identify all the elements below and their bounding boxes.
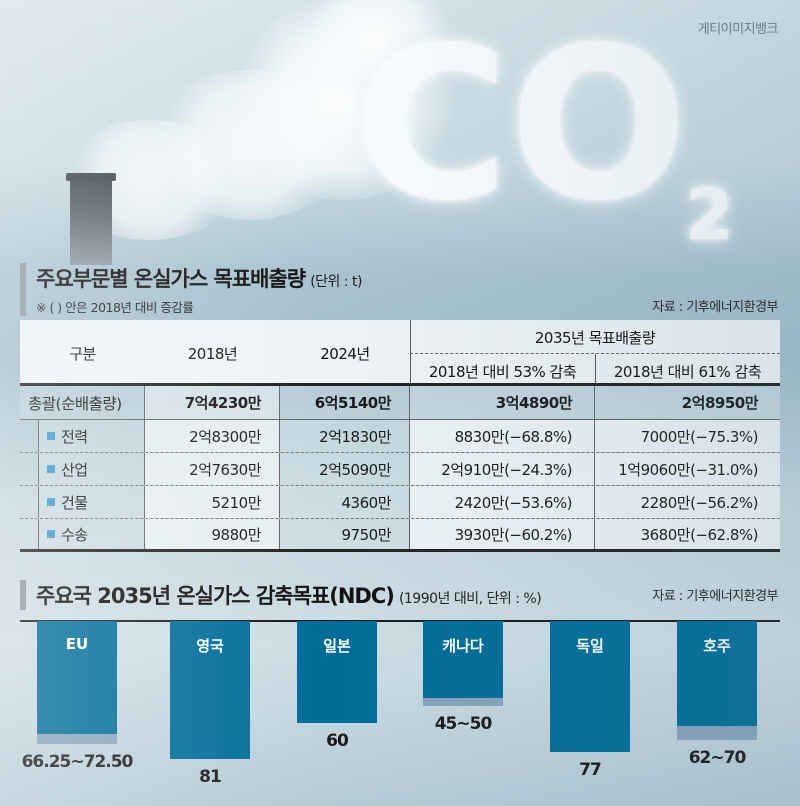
value-target-53: 3930만(−60.2%) bbox=[410, 519, 595, 549]
bar-fill: 호주 bbox=[677, 621, 757, 727]
divider bbox=[410, 353, 780, 354]
hero-image: CO 2 게티이미지뱅크 bbox=[0, 0, 800, 265]
divider bbox=[595, 354, 596, 383]
bar-value-label: 77 bbox=[579, 759, 602, 780]
chart-section-title: 주요국 2035년 온실가스 감축목표(NDC) (1990년 대비, 단위 :… bbox=[20, 580, 542, 610]
bar-category-label: 독일 bbox=[576, 637, 604, 655]
square-bullet-icon bbox=[47, 465, 55, 473]
bar-range-extension bbox=[37, 733, 117, 745]
smoke-cloud-icon bbox=[300, 0, 460, 100]
smokestack-icon bbox=[66, 173, 116, 265]
bar-3: 캐나다 45~50 bbox=[423, 621, 503, 734]
value-2024: 2억1830만 bbox=[280, 420, 410, 452]
bar-fill: 일본 bbox=[297, 621, 377, 723]
table-header: 구분 2018년 2024년 2035년 목표배출량 2018년 대비 53% … bbox=[20, 320, 780, 386]
bar-fill: EU bbox=[37, 621, 117, 734]
bar-value-label: 62~70 bbox=[688, 748, 747, 768]
bar-category-label: EU bbox=[65, 635, 89, 653]
header-2035-target: 2035년 목표배출량 bbox=[534, 329, 656, 347]
table-note: ※ ( ) 안은 2018년 대비 증감률 bbox=[36, 300, 194, 315]
value-2024: 2억5090만 bbox=[280, 453, 410, 485]
row-label-cell: 건물 bbox=[38, 486, 145, 518]
bar-5: 호주 62~70 bbox=[677, 621, 757, 768]
value-2018: 2억8300만 bbox=[145, 420, 280, 452]
value-target-61: 2280만(−56.2%) bbox=[595, 486, 780, 518]
co2-cloud-text: CO bbox=[355, 2, 688, 247]
row-label: 수송 bbox=[61, 525, 88, 544]
photo-credit: 게티이미지뱅크 bbox=[697, 22, 779, 37]
emissions-table: 구분 2018년 2024년 2035년 목표배출량 2018년 대비 53% … bbox=[20, 320, 780, 552]
bar-fill: 캐나다 bbox=[423, 621, 503, 698]
value-2024: 4360만 bbox=[280, 486, 410, 518]
value-target-53: 8830만(−68.8%) bbox=[410, 420, 595, 452]
table-unit: (단위 : t) bbox=[310, 274, 362, 290]
ndc-bar-chart: EU 66.25~72.50 영국 81 일본 60 캐나다 45~50 독일 77 호주 62~70 bbox=[20, 620, 780, 806]
value-target-61: 3680만(−62.8%) bbox=[595, 519, 780, 549]
divider bbox=[410, 320, 411, 383]
row-label-cell: 산업 bbox=[38, 453, 145, 485]
header-target-61: 2018년 대비 61% 감축 bbox=[613, 363, 762, 381]
value-target-53: 2억910만(−24.3%) bbox=[410, 453, 595, 485]
value-target-53: 2420만(−53.6%) bbox=[410, 486, 595, 518]
table-source: 자료 : 기후에너지환경부 bbox=[652, 300, 778, 315]
table-row: 산업 2억7630만 2억5090만 2억910만(−24.3%) 1억9060… bbox=[20, 453, 780, 486]
bar-category-label: 일본 bbox=[323, 637, 351, 655]
bar-fill: 영국 bbox=[170, 621, 250, 759]
bar-value-label: 66.25~72.50 bbox=[21, 752, 134, 773]
table-row: 전력 2억8300만 2억1830만 8830만(−68.8%) 7000만(−… bbox=[20, 420, 780, 453]
square-bullet-icon bbox=[47, 530, 55, 538]
header-category: 구분 bbox=[69, 345, 96, 363]
value-target-61: 1억9060만(−31.0%) bbox=[595, 453, 780, 485]
bar-category-label: 영국 bbox=[196, 637, 224, 655]
square-bullet-icon bbox=[47, 498, 55, 506]
row-label: 건물 bbox=[61, 493, 88, 512]
value-2018: 2억7630만 bbox=[145, 453, 280, 485]
chart-source: 자료 : 기후에너지환경부 bbox=[652, 589, 778, 604]
table-title: 주요부문별 온실가스 목표배출량 bbox=[36, 267, 306, 291]
table-row: 수송 9880만 9750만 3930만(−60.2%) 3680만(−62.8… bbox=[20, 519, 780, 552]
header-2018: 2018년 bbox=[187, 345, 238, 363]
bar-range-extension bbox=[423, 697, 503, 706]
bar-value-label: 45~50 bbox=[434, 714, 493, 734]
row-label-cell: 전력 bbox=[38, 420, 145, 452]
row-label-cell: 수송 bbox=[38, 519, 145, 549]
row-label: 전력 bbox=[61, 427, 88, 446]
value-2018: 7억4230만 bbox=[145, 386, 280, 419]
chart-baseline bbox=[20, 620, 780, 622]
value-2018: 9880만 bbox=[145, 519, 280, 549]
value-2018: 5210만 bbox=[145, 486, 280, 518]
bar-0: EU 66.25~72.50 bbox=[22, 621, 133, 772]
bar-category-label: 캐나다 bbox=[442, 637, 484, 655]
square-bullet-icon bbox=[47, 432, 55, 440]
bar-value-label: 60 bbox=[326, 731, 349, 751]
chart-title: 주요국 2035년 온실가스 감축목표(NDC) bbox=[36, 584, 395, 608]
row-label: 총괄(순배출량) bbox=[20, 386, 145, 419]
bar-1: 영국 81 bbox=[170, 621, 250, 787]
header-target-53: 2018년 대비 53% 감축 bbox=[428, 363, 577, 381]
table-section-title: 주요부문별 온실가스 목표배출량 (단위 : t) ※ ( ) 안은 2018년… bbox=[20, 263, 362, 316]
bar-4: 독일 77 bbox=[550, 621, 630, 780]
value-2024: 6억5140만 bbox=[280, 386, 410, 419]
bar-range-extension bbox=[677, 726, 757, 740]
bar-fill: 독일 bbox=[550, 621, 630, 752]
value-target-53: 3억4890만 bbox=[410, 386, 595, 419]
row-label: 산업 bbox=[61, 460, 88, 479]
value-target-61: 2억8950만 bbox=[595, 386, 780, 419]
value-target-61: 7000만(−75.3%) bbox=[595, 420, 780, 452]
chart-unit: (1990년 대비, 단위 : %) bbox=[398, 591, 542, 607]
bar-category-label: 호주 bbox=[703, 637, 731, 655]
co2-subscript-text: 2 bbox=[685, 174, 734, 256]
bar-value-label: 81 bbox=[199, 766, 222, 787]
table-row-total: 총괄(순배출량) 7억4230만 6억5140만 3억4890만 2억8950만 bbox=[20, 386, 780, 420]
value-2024: 9750만 bbox=[280, 519, 410, 549]
table-row: 건물 5210만 4360만 2420만(−53.6%) 2280만(−56.2… bbox=[20, 486, 780, 519]
header-2024: 2024년 bbox=[320, 345, 370, 363]
bar-2: 일본 60 bbox=[297, 621, 377, 751]
